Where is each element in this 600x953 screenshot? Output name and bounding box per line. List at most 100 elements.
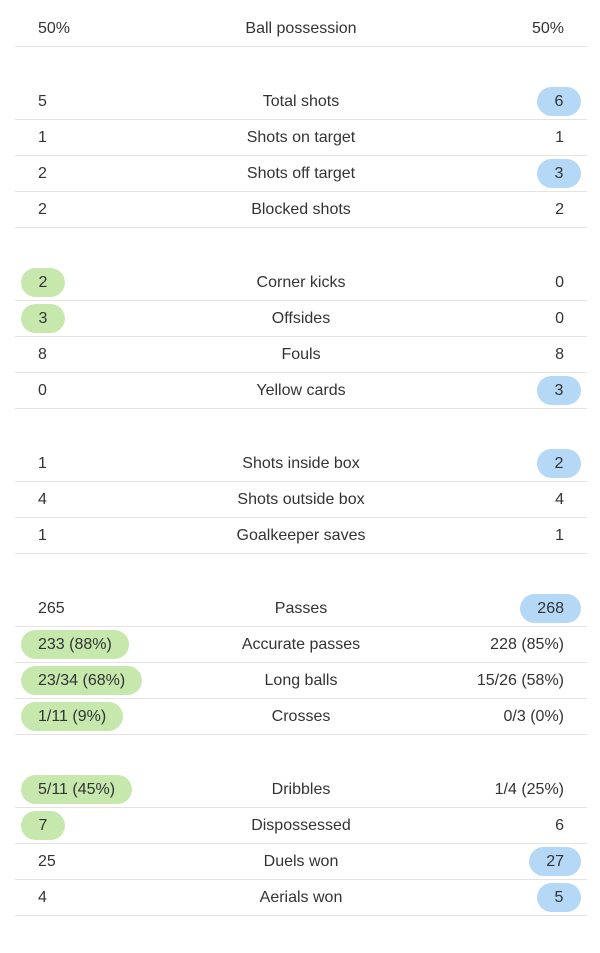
stat-row: Dispossessed 7 6 xyxy=(15,808,587,844)
stat-row: Offsides 3 0 xyxy=(15,301,587,337)
home-cell: 5 xyxy=(21,84,64,119)
home-cell: 4 xyxy=(21,880,64,915)
away-value: 1 xyxy=(555,129,564,146)
home-cell: 2 xyxy=(21,156,64,191)
away-cell: 1/4 (25%) xyxy=(478,772,581,807)
home-cell: 8 xyxy=(21,337,64,372)
stat-row: Crosses 1/11 (9%) 0/3 (0%) xyxy=(15,699,587,735)
away-value: 0/3 (0%) xyxy=(503,708,564,725)
stat-row: Corner kicks 2 0 xyxy=(15,265,587,301)
stat-label: Fouls xyxy=(281,346,321,363)
stat-group: Dribbles 5/11 (45%) 1/4 (25%) Dispossessed 7… xyxy=(15,772,587,916)
home-cell: 50% xyxy=(21,11,87,46)
home-value: 8 xyxy=(38,346,47,363)
away-value: 15/26 (58%) xyxy=(476,672,564,689)
home-value: 25 xyxy=(38,853,56,870)
away-cell: 0 xyxy=(538,301,581,336)
home-value: 1 xyxy=(38,527,47,544)
away-highlight-value: 6 xyxy=(537,87,581,116)
stat-label: Corner kicks xyxy=(256,274,346,291)
home-value: 265 xyxy=(38,600,65,617)
away-cell: 2 xyxy=(537,446,581,481)
stat-label: Blocked shots xyxy=(251,201,351,218)
away-cell: 228 (85%) xyxy=(473,627,581,662)
stat-row: Passes 265 268 xyxy=(15,591,587,627)
away-highlight-value: 3 xyxy=(537,376,581,405)
stat-label: Shots outside box xyxy=(237,491,365,508)
stat-row: Duels won 25 27 xyxy=(15,844,587,880)
away-value: 1/4 (25%) xyxy=(494,781,564,798)
stat-row: Blocked shots 2 2 xyxy=(15,192,587,228)
stat-label: Shots off target xyxy=(246,165,356,182)
stat-label: Total shots xyxy=(262,93,340,110)
away-value: 0 xyxy=(555,274,564,291)
stat-row: Dribbles 5/11 (45%) 1/4 (25%) xyxy=(15,772,587,808)
stat-group: Total shots 5 6 Shots on target 1 1 Shots off … xyxy=(15,84,587,228)
home-cell: 1 xyxy=(21,446,64,481)
stat-row: Total shots 5 6 xyxy=(15,84,587,120)
away-cell: 27 xyxy=(529,844,581,879)
home-highlight-value: 7 xyxy=(21,811,65,840)
home-cell: 4 xyxy=(21,482,64,517)
away-highlight-value: 268 xyxy=(520,594,581,623)
home-highlight-value: 3 xyxy=(21,304,65,333)
away-cell: 2 xyxy=(538,192,581,227)
stat-label: Aerials won xyxy=(259,889,343,906)
home-cell: 1 xyxy=(21,518,64,553)
away-cell: 5 xyxy=(537,880,581,915)
stat-row: Long balls 23/34 (68%) 15/26 (58%) xyxy=(15,663,587,699)
stat-label: Crosses xyxy=(271,708,331,725)
stat-row: Goalkeeper saves 1 1 xyxy=(15,518,587,554)
home-cell: 2 xyxy=(21,192,64,227)
stat-label: Dribbles xyxy=(271,781,331,798)
home-value: 5 xyxy=(38,93,47,110)
away-value: 4 xyxy=(555,491,564,508)
away-cell: 3 xyxy=(537,373,581,408)
stat-row: Accurate passes 233 (88%) 228 (85%) xyxy=(15,627,587,663)
stat-group: Shots inside box 1 2 Shots outside box 4 4 Goa… xyxy=(15,446,587,554)
home-highlight-value: 233 (88%) xyxy=(21,630,129,659)
home-cell: 25 xyxy=(21,844,73,879)
away-value: 50% xyxy=(531,20,564,37)
home-highlight-value: 2 xyxy=(21,268,65,297)
stat-row: Aerials won 4 5 xyxy=(15,880,587,916)
stat-label: Shots inside box xyxy=(242,455,360,472)
away-cell: 6 xyxy=(537,84,581,119)
stat-group: Ball possession 50% 50% xyxy=(15,11,587,47)
away-cell: 1 xyxy=(538,518,581,553)
stat-row: Shots on target 1 1 xyxy=(15,120,587,156)
away-cell: 0 xyxy=(538,265,581,300)
stat-label: Accurate passes xyxy=(241,636,361,653)
home-cell: 1 xyxy=(21,120,64,155)
home-cell: 265 xyxy=(21,591,82,626)
home-cell: 23/34 (68%) xyxy=(21,663,143,698)
stat-row: Fouls 8 8 xyxy=(15,337,587,373)
stat-label: Yellow cards xyxy=(256,382,346,399)
home-highlight-value: 23/34 (68%) xyxy=(21,666,143,695)
away-highlight-value: 27 xyxy=(529,847,581,876)
home-value: 2 xyxy=(38,201,47,218)
home-cell: 233 (88%) xyxy=(21,627,129,662)
away-value: 0 xyxy=(555,310,564,327)
away-value: 6 xyxy=(555,817,564,834)
away-highlight-value: 2 xyxy=(537,449,581,478)
away-cell: 8 xyxy=(538,337,581,372)
home-highlight-value: 5/11 (45%) xyxy=(21,775,133,804)
away-cell: 4 xyxy=(538,482,581,517)
stat-label: Dispossessed xyxy=(251,817,351,834)
stats-table: Ball possession 50% 50% Total shots 5 6 Shots … xyxy=(15,11,587,953)
page: {"colors": {"home": "#c6e8ad", "away": "… xyxy=(15,20,587,916)
away-cell: 50% xyxy=(515,11,581,46)
home-cell: 3 xyxy=(21,301,65,336)
home-value: 2 xyxy=(38,165,47,182)
stat-row: Yellow cards 0 3 xyxy=(15,373,587,409)
away-value: 8 xyxy=(555,346,564,363)
home-cell: 5/11 (45%) xyxy=(21,772,133,807)
away-cell: 3 xyxy=(537,156,581,191)
away-highlight-value: 5 xyxy=(537,883,581,912)
stat-label: Goalkeeper saves xyxy=(236,527,366,544)
away-value: 2 xyxy=(555,201,564,218)
home-cell: 7 xyxy=(21,808,65,843)
away-value: 1 xyxy=(555,527,564,544)
home-cell: 0 xyxy=(21,373,64,408)
